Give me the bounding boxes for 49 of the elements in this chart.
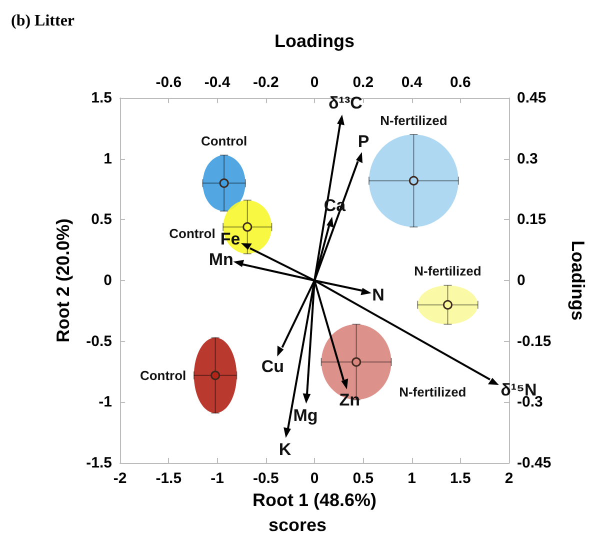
x-tick-label: 2 [504,470,514,487]
data-label: Zn [339,390,360,410]
text: N-fertilized [414,264,482,279]
text: scores [268,515,327,535]
x2-tick-label: -0.2 [252,74,279,91]
y-tick-label: 1.5 [91,90,112,106]
x-axis-title: Root 1 (48.6%) [252,490,377,510]
y2-tick-label: 0.45 [517,90,546,106]
y-axis-title: Root 2 (20.0%) [53,218,73,343]
y2-tick-label: -0.15 [517,332,552,350]
y-tick-label: -1.5 [86,454,112,472]
x2-tick-label: 0.2 [352,74,374,91]
text: Control [169,226,216,241]
x-tick-label: 1.5 [450,470,471,487]
y2-tick-label: 0 [517,272,526,289]
y2-tick-label: -0.45 [517,454,552,472]
data-label: P [358,132,370,152]
series-label: N-fertilized [399,384,466,400]
data-label: K [278,440,292,459]
x2-tick-label: 0 [310,74,319,91]
x-tick-label: -2 [113,470,127,487]
y-tick-label: 0.5 [91,211,112,228]
text: Control [200,133,248,148]
y-tick-label: -0.5 [86,332,112,350]
x2-axis-title: Loadings [274,31,354,51]
x-tick-label: -0.5 [252,470,279,487]
x2-tick-label: -0.4 [204,74,231,91]
series-label: N-fertilized [380,112,448,128]
x-tick-label: 0.5 [352,470,374,487]
data-label: Mn [208,250,234,270]
y2-tick-label: 0.15 [517,211,546,228]
data-label: Cu [261,356,284,376]
x2-tick-label: 0.4 [401,74,423,91]
x-tick-label: 0 [310,470,319,487]
y-tick-label: -1 [98,394,112,411]
y-tick-label: 1 [104,150,112,168]
x2-tick-label: 0.6 [450,74,471,91]
x-tick-label: -1 [210,470,224,487]
x2-tick-label: -0.6 [156,74,182,91]
y2-axis-title: Loadings [568,240,588,320]
data-label: δ¹³C [328,94,362,113]
y2-tick-label: 0.3 [517,150,538,168]
chart-title: (b) Litter [11,12,75,30]
data-label: Mg [293,406,318,425]
series-label: Control [140,368,186,383]
y-tick-label: 0 [104,272,112,289]
data-label: N [372,285,384,304]
x-tick-label: 1 [408,470,416,487]
x-tick-label: -1.5 [156,470,182,487]
